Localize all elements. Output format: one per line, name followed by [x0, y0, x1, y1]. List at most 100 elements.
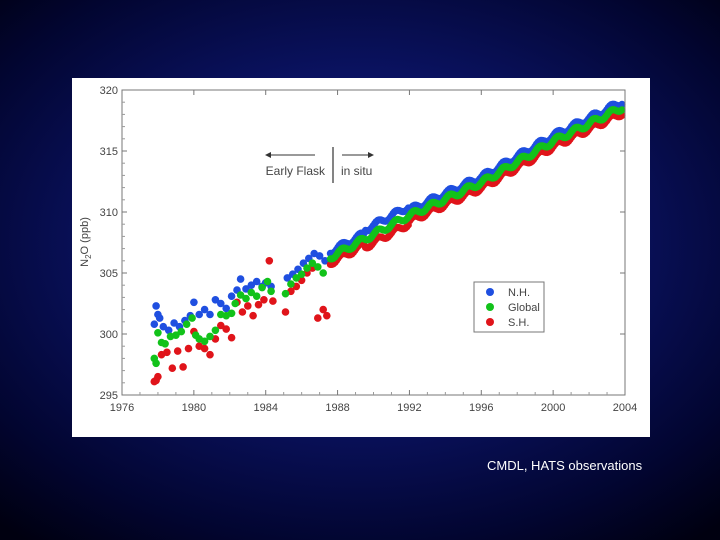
point-global	[236, 291, 245, 299]
point-sh	[173, 347, 182, 355]
point-nh	[190, 298, 198, 307]
point-global	[303, 264, 311, 272]
left-arrow-icon	[265, 152, 271, 158]
point-nh	[283, 274, 292, 282]
legend-global-marker	[486, 303, 494, 311]
point-nh	[217, 299, 225, 308]
point-sh	[200, 344, 209, 353]
point-global	[182, 320, 191, 328]
point-global	[618, 106, 626, 114]
point-global	[231, 299, 239, 308]
x-tick-label: 2004	[613, 402, 637, 414]
point-sh	[184, 344, 193, 353]
point-sh	[206, 350, 214, 359]
y-tick-label: 295	[100, 390, 118, 402]
legend-nh-label: N.H.	[508, 287, 530, 299]
chart-panel: 1976 1980 1984 1988 1992 1996 2000 2004 295 300 30…	[72, 78, 650, 437]
point-global	[319, 269, 327, 277]
era-annotation: Early Flask in situ	[265, 147, 374, 183]
early-flask-label: Early Flask	[266, 164, 326, 178]
point-global	[281, 289, 290, 298]
point-nh	[247, 281, 256, 289]
point-nh	[170, 319, 178, 327]
point-global	[188, 314, 196, 322]
point-nh	[242, 285, 250, 293]
point-global	[227, 309, 236, 318]
point-sh	[244, 302, 252, 310]
point-nh	[155, 314, 164, 322]
ticks-layer: 1976 1980 1984 1988 1992 1996 2000 2004 295 300 30…	[100, 85, 638, 414]
y-tick-label: 305	[100, 268, 118, 280]
point-nh	[315, 252, 324, 260]
x-tick-label: 1976	[110, 402, 134, 414]
point-nh	[236, 275, 245, 283]
n2o-chart: 1976 1980 1984 1988 1992 1996 2000 2004 295 300 30…	[79, 85, 638, 414]
point-global	[267, 287, 275, 296]
point-nh	[152, 302, 160, 310]
x-tick-label: 1996	[469, 402, 493, 414]
right-arrow-icon	[368, 152, 374, 158]
legend-box	[473, 281, 545, 333]
point-global	[292, 274, 301, 282]
point-sh	[238, 308, 247, 316]
point-global	[308, 259, 317, 267]
legend-sh-marker	[486, 318, 494, 326]
point-global	[200, 337, 209, 346]
point-global	[172, 331, 180, 339]
point-nh	[159, 322, 168, 331]
source-caption: CMDL, HATS observations	[487, 458, 643, 473]
point-sh	[168, 364, 177, 373]
point-global	[287, 280, 295, 288]
legend: N.H. Global S.H.	[473, 281, 545, 333]
y-axis-label: N2O (ppb)	[79, 217, 93, 267]
x-tick-label: 1980	[182, 402, 206, 414]
y-tick-label: 300	[100, 329, 118, 341]
point-sh	[314, 314, 322, 322]
point-sh	[249, 311, 257, 320]
x-tick-label: 2000	[541, 402, 565, 414]
point-nh	[195, 310, 203, 319]
y-tick-label: 320	[100, 85, 118, 97]
point-global	[206, 332, 214, 341]
legend-sh-label: S.H.	[508, 317, 529, 329]
x-tick-label: 1992	[397, 402, 421, 414]
point-sh	[154, 372, 162, 381]
point-global	[247, 288, 256, 297]
point-global	[252, 292, 261, 300]
legend-nh-marker	[486, 288, 494, 296]
point-nh	[222, 304, 230, 313]
in-situ-label: in situ	[341, 164, 372, 178]
point-global	[211, 326, 220, 335]
point-nh	[206, 310, 214, 319]
y-tick-label: 310	[100, 207, 118, 219]
point-global	[152, 359, 160, 368]
point-sh	[222, 325, 230, 333]
x-tick-label: 1988	[325, 402, 349, 414]
point-nh	[150, 320, 159, 328]
point-nh	[252, 277, 261, 286]
point-sh	[265, 257, 274, 265]
point-sh	[179, 363, 187, 371]
point-global	[242, 294, 250, 303]
point-sh	[319, 305, 327, 314]
point-global	[297, 270, 306, 278]
point-sh	[217, 321, 225, 330]
x-tick-label: 1984	[253, 402, 277, 414]
point-global	[258, 283, 266, 292]
point-sh	[163, 348, 171, 357]
point-global	[177, 327, 186, 336]
point-nh	[227, 292, 236, 300]
point-sh	[227, 333, 236, 342]
point-global	[161, 340, 169, 348]
point-sh	[323, 311, 331, 320]
point-nh	[618, 100, 626, 108]
y-tick-label: 315	[100, 146, 118, 158]
point-sh	[269, 297, 277, 305]
point-nh	[164, 326, 173, 335]
point-nh	[200, 305, 209, 314]
point-nh	[211, 296, 220, 304]
point-sh	[254, 300, 263, 309]
point-global	[263, 277, 272, 286]
legend-global-label: Global	[508, 302, 540, 314]
points-layer	[150, 100, 626, 386]
